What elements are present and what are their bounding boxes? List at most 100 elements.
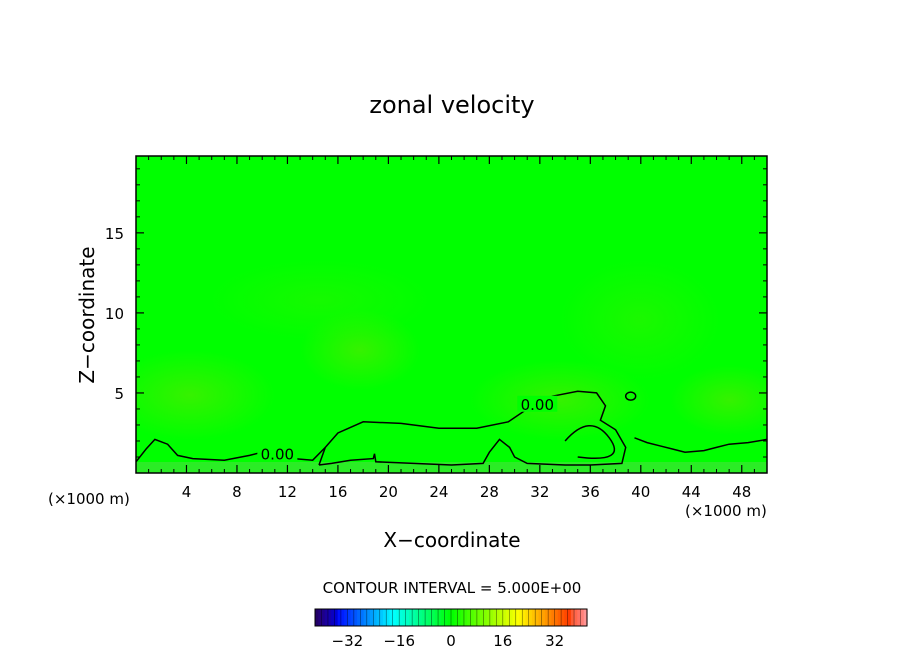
y-tick-label: 15 (105, 225, 124, 243)
x-tick-label: 20 (379, 483, 398, 501)
colorbar-cell (363, 609, 368, 626)
x-tick-label: 48 (732, 483, 751, 501)
colorbar-cell (551, 609, 556, 626)
colorbar-cell (476, 609, 481, 626)
contour-label: 0.00 (261, 445, 294, 463)
colorbar-cell (460, 609, 465, 626)
x-tick-label: 12 (278, 483, 297, 501)
colorbar-cell (574, 609, 578, 626)
colorbar-cell (441, 609, 446, 626)
colorbar-cell (350, 609, 355, 626)
colorbar-cell (561, 609, 565, 626)
colorbar-cell (463, 609, 468, 626)
colorbar-cell (544, 609, 549, 626)
x-tick-label: 24 (429, 483, 448, 501)
colorbar-cell (541, 609, 546, 626)
colorbar-cell (331, 609, 336, 626)
colorbar-cell (489, 609, 494, 626)
colorbar-cell (425, 609, 429, 626)
plot-area: 0.00 0.00 (136, 156, 767, 473)
x-unit-left: (×1000 m) (48, 490, 130, 508)
colorbar-cell (502, 609, 507, 626)
colorbar-cell (506, 609, 510, 626)
colorbar-cell (431, 609, 436, 626)
colorbar-cell (515, 609, 520, 626)
x-tick-label: 8 (232, 483, 242, 501)
colorbar-cell (412, 609, 416, 626)
colorbar-cell (315, 609, 319, 626)
surface-shade (136, 462, 767, 473)
colorbar-cell (499, 609, 504, 626)
colorbar-cell (402, 609, 407, 626)
field-shade (470, 360, 650, 440)
colorbar-cell (522, 609, 527, 626)
colorbar-cell (379, 609, 384, 626)
colorbar-cell (438, 609, 442, 626)
colorbar-cell (467, 609, 472, 626)
colorbar-cell (370, 609, 374, 626)
colorbar-cell (383, 609, 387, 626)
colorbar-cell (415, 609, 420, 626)
colorbar-cell (570, 609, 575, 626)
x-axis-label: X−coordinate (383, 528, 520, 552)
colorbar-cell (564, 609, 569, 626)
colorbar-cell (454, 609, 459, 626)
colorbar-cell (321, 609, 326, 626)
colorbar-cell (395, 609, 400, 626)
colorbar-cell (327, 609, 332, 626)
colorbar-cell (577, 609, 582, 626)
colorbar-cell (480, 609, 484, 626)
colorbar-cell (486, 609, 491, 626)
colorbar-cell (557, 609, 562, 626)
colorbar-cell (337, 609, 342, 626)
colorbar-cell (535, 609, 540, 626)
colorbar-cell (360, 609, 365, 626)
colorbar-cell (512, 609, 517, 626)
y-tick-label: 10 (105, 305, 124, 323)
colorbar-cell (357, 609, 361, 626)
field-shade (560, 260, 720, 380)
colorbar-cell (473, 609, 478, 626)
colorbar-cell (493, 609, 497, 626)
x-tick-label: 28 (480, 483, 499, 501)
colorbar-cell (457, 609, 462, 626)
colorbar-cell (353, 609, 358, 626)
contour-label: 0.00 (521, 396, 554, 414)
colorbar-cell (428, 609, 433, 626)
zero-contour-loop (624, 391, 637, 401)
contour-label-bg (257, 445, 298, 462)
x-tick-label: 36 (581, 483, 600, 501)
y-tick-label: 5 (114, 385, 124, 403)
colorbar-frame (314, 608, 588, 627)
colorbar-cell (528, 609, 533, 626)
zero-contour (318, 390, 627, 466)
colorbar-cell (389, 609, 394, 626)
colorbar-tick-label: −16 (383, 632, 415, 650)
colorbar-cell (580, 609, 585, 626)
colorbar-cell (531, 609, 536, 626)
colorbar-cell (324, 609, 329, 626)
colorbar-cell (392, 609, 397, 626)
contour-lines: 0.00 0.00 (136, 390, 767, 466)
colorbar-cell (344, 609, 348, 626)
field-shade (210, 260, 430, 340)
colorbar-cell (366, 609, 371, 626)
field-shade (670, 365, 767, 435)
colorbar-cell (451, 609, 455, 626)
colorbar-tick-label: 0 (446, 632, 456, 650)
colorbar-cell (408, 609, 413, 626)
colorbar-cell (483, 609, 488, 626)
x-tick-label: 16 (328, 483, 347, 501)
colorbar-cell (399, 609, 404, 626)
colorbar-cell (418, 609, 423, 626)
colorbar-cell (447, 609, 452, 626)
colorbar-cell (554, 609, 559, 626)
colorbar-cell (583, 609, 588, 626)
colorbar-cell (376, 609, 381, 626)
colorbar-cell (334, 609, 339, 626)
colorbar-cell (470, 609, 475, 626)
colorbar-cell (347, 609, 352, 626)
x-unit-right: (×1000 m) (685, 502, 767, 520)
colorbar-cell (434, 609, 439, 626)
